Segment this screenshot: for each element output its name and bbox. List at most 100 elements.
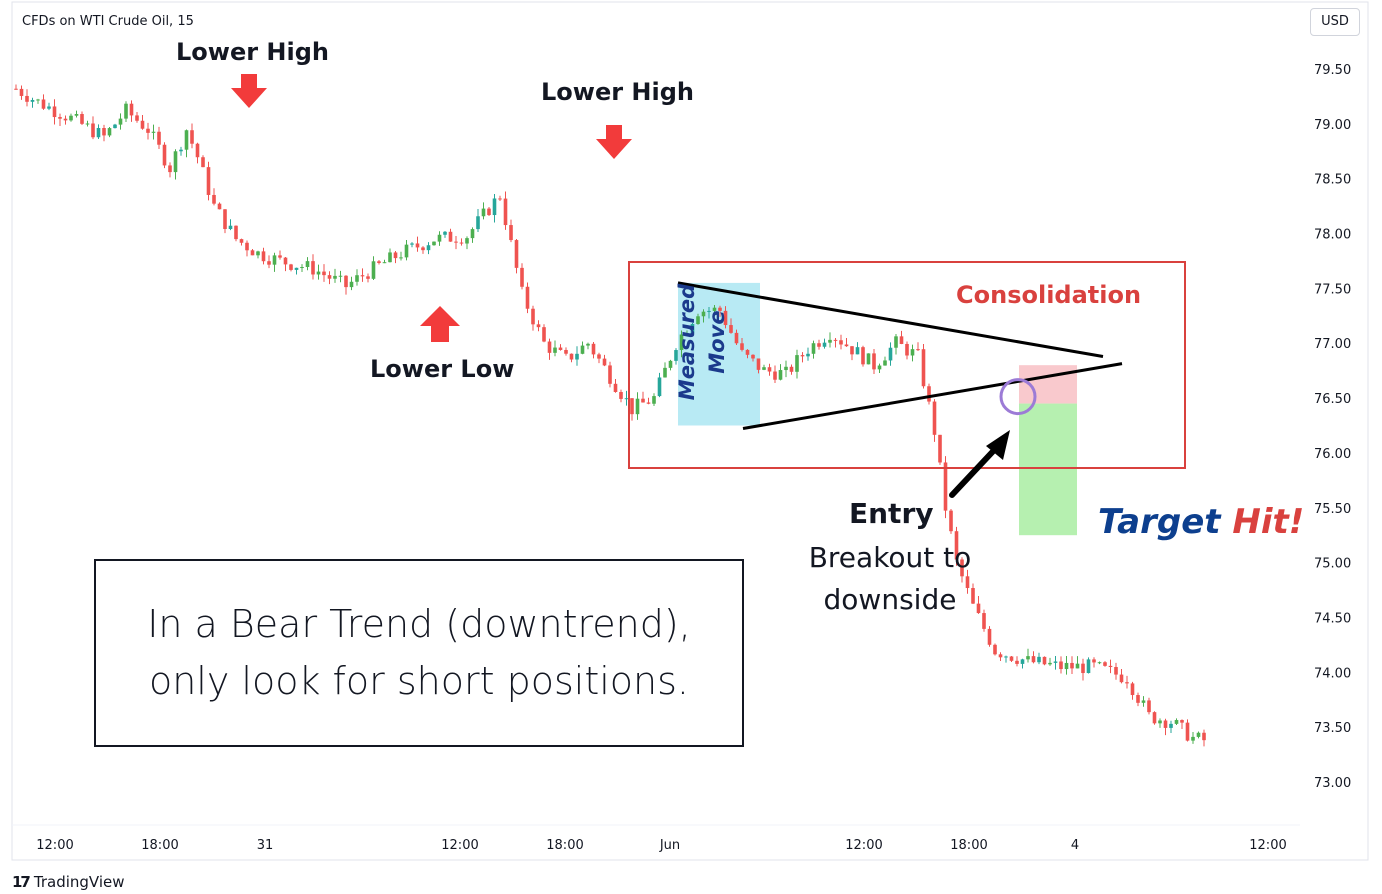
candle-body [822,342,827,347]
candle-body [69,115,73,121]
candle-body [360,275,365,277]
candle-body [311,261,315,275]
price-tick-label: 79.50 [1314,63,1351,78]
price-tick-label: 73.50 [1314,721,1351,736]
price-tick-label: 78.00 [1314,228,1351,243]
candle-body [839,340,843,345]
measured-move-line-1: Measured [675,283,699,401]
candle-body [300,267,304,269]
candle-body [487,208,491,216]
candle-body [773,371,777,380]
candle-body [971,588,975,604]
candle-body [828,339,832,343]
candle-body [294,267,299,270]
symbol-title[interactable]: CFDs on WTI Crude Oil, 15 [22,14,194,29]
candle-body [228,225,233,229]
candle-body [80,114,84,124]
price-tick-label: 73.00 [1314,776,1351,791]
candle-body [102,128,106,136]
candle-body [558,347,563,350]
candle-body [608,365,612,384]
candle-body [377,261,381,263]
candle-body [349,281,354,288]
candle-body [217,203,222,210]
entry-circle [999,378,1037,416]
time-tick-label: 18:00 [546,838,583,853]
candle-body [663,367,667,378]
candle-body [894,336,898,348]
candle-body [190,130,194,144]
candle-body [305,261,310,268]
candle-body [1015,660,1019,664]
candle-body [1026,656,1030,660]
candle-body [1075,663,1080,669]
candle-body [1141,700,1146,703]
candle-body [586,343,590,346]
candle-body [212,194,216,204]
candle-body [1119,674,1124,683]
candle-body [679,334,684,351]
candle-body [1081,663,1085,674]
candle-body [1070,662,1074,669]
candle-body [107,128,112,136]
candle-body [877,365,882,370]
candle-body [800,355,805,357]
price-tick-label: 74.00 [1314,666,1351,681]
candle-body [289,264,293,270]
time-tick-label: 12:00 [441,838,478,853]
candle-body [646,402,651,404]
candle-body [1037,656,1041,663]
candle-body [674,350,678,361]
candle-body [657,377,662,397]
candle-body [542,327,546,342]
measured-move-line-2: Move [705,310,729,374]
candle-body [949,510,953,532]
price-tick-label: 76.00 [1314,447,1351,462]
tradingview-logo[interactable]: 17 TradingView [12,873,125,891]
candle-body [1004,656,1008,658]
candle-body [861,347,865,365]
candle-body [135,115,139,121]
candle-body [921,349,926,387]
candle-body [883,360,887,366]
entry-description: Breakout to downside [790,537,990,621]
tradingview-logo-mark: 17 [12,873,31,891]
candle-body [795,355,799,372]
profit-target-zone [1019,403,1077,536]
candle-body [173,151,178,173]
candle-body [520,267,524,287]
candle-body [624,398,629,400]
candle-body [943,462,948,511]
candle-body [927,386,931,402]
candle-body [635,398,640,415]
candle-body [811,343,816,354]
candle-body [976,603,981,614]
candle-body [723,310,728,326]
candle-body [762,367,766,370]
candle-body [179,149,183,152]
candle-body [245,242,249,251]
consolidation-label: Consolidation [956,281,1142,309]
candle-body [503,198,508,226]
candle-body [1180,720,1184,723]
candle-body [965,576,970,589]
candle-body [1009,656,1014,661]
currency-button[interactable]: USD [1310,8,1360,36]
price-tick-label: 75.50 [1314,502,1351,517]
time-tick-label: 4 [1071,838,1079,853]
candle-body [1042,656,1047,665]
candle-body [272,255,277,265]
candle-body [470,229,475,239]
candle-body [250,250,255,256]
candle-body [575,353,579,360]
candle-body [415,243,420,248]
candle-body [195,143,200,158]
candle-body [393,252,398,259]
candle-body [866,353,871,365]
price-tick-label: 78.50 [1314,173,1351,188]
candle-body [580,345,585,354]
candle-body [982,613,986,629]
lower-high-arrow-2 [596,125,632,159]
candle-body [162,144,167,166]
